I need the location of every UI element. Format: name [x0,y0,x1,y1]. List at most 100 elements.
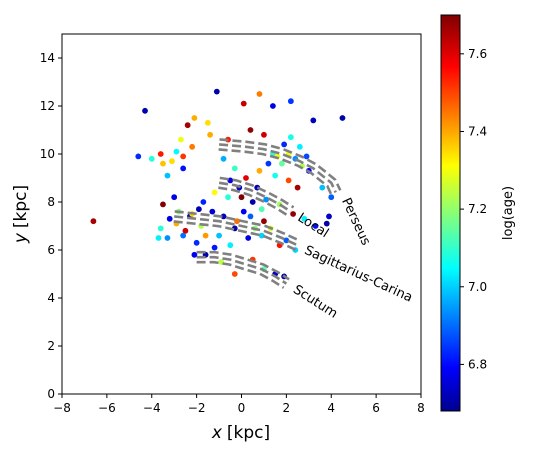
arm-curve [174,210,301,242]
data-point [294,184,301,191]
arm-curve [219,176,295,209]
data-point [285,177,292,184]
data-point [312,223,319,229]
arm-label: Perseus [338,196,373,248]
data-point [180,232,187,239]
data-point [178,136,184,143]
y-axis-label: y[kpc] [11,185,31,244]
arm-curve [174,215,299,247]
x-tick-label: 4 [327,401,335,415]
arm-curve [196,255,288,285]
x-axis-label: x [kpc] [211,423,270,443]
data-point [243,175,249,181]
x-tick-label: −8 [53,401,71,415]
data-point [238,194,245,201]
data-point [256,167,263,174]
data-point [193,239,200,246]
data-point [240,208,247,215]
data-point [310,117,317,124]
x-tick-label: 8 [417,401,425,415]
data-point [261,131,267,138]
arm-curve [219,138,342,191]
data-point [169,158,175,165]
data-point [157,151,164,157]
data-point [231,165,238,172]
data-point [209,208,216,215]
data-point [326,213,332,220]
data-point [234,218,240,225]
data-point [245,235,252,241]
data-point [160,160,166,167]
data-point [191,251,198,258]
data-point [155,235,162,241]
data-point [220,155,227,162]
data-point [90,218,97,225]
y-tick-label: 8 [47,195,55,209]
data-point [258,206,265,213]
colorbar-ticks: 6.8 7.0 7.2 7.4 7.6 [460,47,487,371]
data-point [211,244,218,251]
data-point [160,201,166,208]
arm-curve [218,186,289,217]
x-tick-label: −4 [143,401,161,415]
colorbar-tick-label: 7.4 [468,124,487,138]
data-point [173,148,180,155]
plot-frame [61,33,422,395]
data-point [240,100,247,107]
data-point [207,131,213,138]
data-point [164,235,171,241]
data-point [182,227,189,234]
data-point [249,199,256,205]
data-point [164,172,171,179]
arm-label: Local [295,210,331,241]
data-point [261,218,267,225]
data-point [256,91,263,97]
y-tick-label: 4 [47,291,55,305]
data-point [263,196,270,203]
data-point [227,177,234,184]
arm-curve [218,148,333,196]
x-tick-label: 2 [283,401,291,415]
data-point [287,134,294,141]
data-point [231,271,238,277]
y-tick-label: 6 [47,243,55,257]
data-point [142,107,148,114]
data-point [211,189,218,196]
data-point [171,194,178,201]
data-point [319,184,326,191]
data-point [216,232,222,239]
y-tick-label: 14 [40,51,55,65]
data-point [195,206,202,213]
data-point [323,220,330,227]
data-point [200,199,207,205]
data-point [287,98,294,105]
arm-curve [218,143,337,193]
data-point [328,194,335,201]
y-tick-label: 10 [40,147,55,161]
y-axis-ticks: 0 2 4 6 8 10 12 14 [40,51,62,401]
colorbar-tick-label: 7.2 [468,202,487,216]
data-point [270,103,276,109]
y-tick-label: 0 [47,387,55,401]
arm-curve [218,181,292,213]
data-point [247,213,254,220]
data-point [301,215,308,222]
x-tick-label: −6 [98,401,116,415]
data-point [213,88,220,95]
y-tick-label: 12 [40,99,55,113]
data-point [303,153,310,160]
colorbar-tick-label: 7.6 [468,47,487,61]
data-point [148,155,155,162]
y-tick-label: 2 [47,339,55,353]
data-point [202,232,209,239]
data-point [180,153,187,160]
data-point [278,160,285,167]
data-point [290,211,297,217]
x-axis-ticks: −8 −6 −4 −2 0 2 4 6 8 [53,394,425,415]
data-point [180,165,187,172]
data-point [281,141,288,148]
x-tick-label: 0 [238,401,246,415]
data-point [191,115,198,121]
arm-curve [173,220,297,251]
data-point [135,153,142,160]
